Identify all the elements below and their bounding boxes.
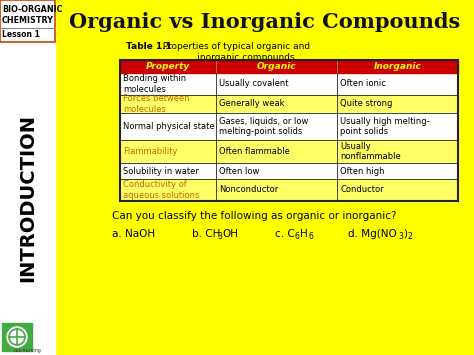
Text: Often low: Often low — [219, 166, 260, 175]
Text: 6: 6 — [295, 232, 300, 241]
Text: OH: OH — [222, 229, 238, 239]
Text: 3: 3 — [217, 232, 222, 241]
Bar — [120, 73, 458, 95]
Bar — [120, 163, 458, 179]
Text: Flammability: Flammability — [123, 147, 177, 156]
Text: Normal physical state: Normal physical state — [123, 122, 215, 131]
Text: a. NaOH: a. NaOH — [112, 229, 155, 239]
Bar — [120, 140, 458, 163]
Text: Can you classify the following as organic or inorganic?: Can you classify the following as organi… — [112, 211, 396, 221]
Text: Organic vs Inorganic Compounds: Organic vs Inorganic Compounds — [69, 12, 460, 32]
Text: Conductivity of
aqueous solutions: Conductivity of aqueous solutions — [123, 180, 200, 200]
Bar — [120, 113, 458, 140]
Text: c. C: c. C — [275, 229, 295, 239]
Text: Inorganic: Inorganic — [374, 62, 421, 71]
Text: Often flammable: Often flammable — [219, 147, 290, 156]
Text: Bonding within
molecules: Bonding within molecules — [123, 74, 186, 94]
Text: 6: 6 — [309, 232, 314, 241]
Bar — [120, 60, 458, 201]
Text: Usually covalent: Usually covalent — [219, 80, 289, 88]
Bar — [120, 179, 458, 201]
Bar — [120, 60, 458, 201]
Text: b. CH: b. CH — [192, 229, 220, 239]
Text: 3: 3 — [398, 232, 403, 241]
Text: Nonconductor: Nonconductor — [219, 186, 279, 195]
Text: ): ) — [403, 229, 407, 239]
Bar — [0, 0, 55, 42]
Text: Property: Property — [146, 62, 190, 71]
Circle shape — [7, 327, 27, 347]
Bar — [120, 60, 458, 73]
Bar — [120, 95, 458, 113]
Bar — [2, 323, 32, 351]
Text: Usually high melting-
point solids: Usually high melting- point solids — [340, 117, 430, 136]
Text: d. Mg(NO: d. Mg(NO — [348, 229, 397, 239]
Text: Usually
nonflammable: Usually nonflammable — [340, 142, 401, 161]
Text: H: H — [300, 229, 308, 239]
Text: Generally weak: Generally weak — [219, 99, 285, 109]
Text: Quite strong: Quite strong — [340, 99, 392, 109]
Text: ust-nursing: ust-nursing — [14, 348, 41, 353]
Text: 2: 2 — [408, 232, 413, 241]
Text: Often ionic: Often ionic — [340, 80, 386, 88]
Text: Often high: Often high — [340, 166, 385, 175]
Text: Properties of typical organic and
              inorganic compounds.: Properties of typical organic and inorga… — [157, 42, 310, 62]
Text: INTRODUCTION: INTRODUCTION — [18, 114, 37, 282]
Text: Conductor: Conductor — [340, 186, 384, 195]
Text: Forces between
molecules: Forces between molecules — [123, 94, 190, 114]
Text: Gases, liquids, or low
melting-point solids: Gases, liquids, or low melting-point sol… — [219, 117, 309, 136]
Text: Organic: Organic — [257, 62, 297, 71]
Text: BIO-ORGANIC
CHEMISTRY: BIO-ORGANIC CHEMISTRY — [2, 5, 63, 25]
Text: Table 1.1: Table 1.1 — [126, 42, 172, 51]
Bar — [0, 0, 55, 355]
Text: Solubility in water: Solubility in water — [123, 166, 199, 175]
Text: Lesson 1: Lesson 1 — [2, 30, 40, 39]
